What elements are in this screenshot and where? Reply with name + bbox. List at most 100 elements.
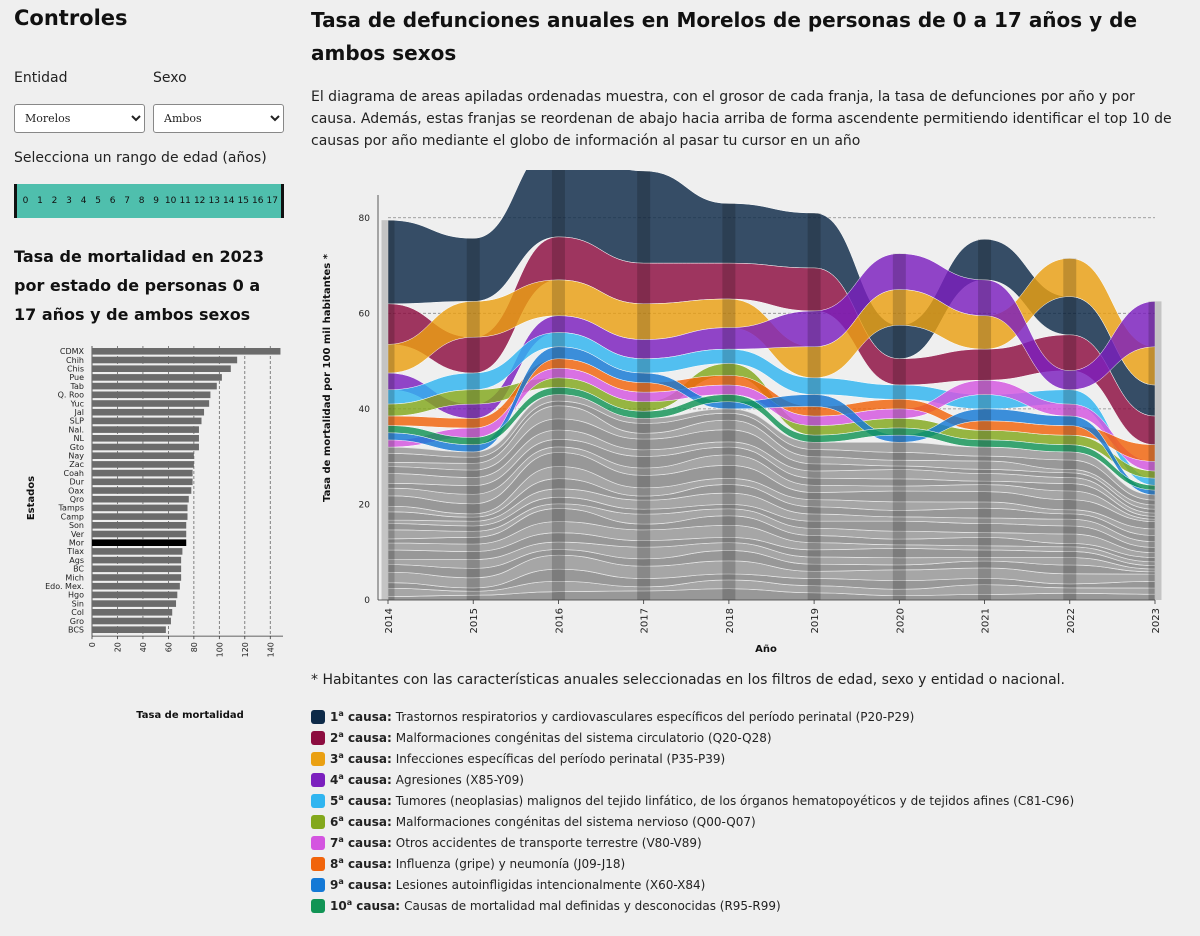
bar-Chis — [92, 365, 231, 372]
bar-category-label: Camp — [61, 512, 84, 521]
bar-Son — [92, 522, 187, 529]
legend-swatch — [311, 898, 325, 913]
legend-rank: 5a causa: — [330, 793, 392, 808]
bar-Tlax — [92, 548, 183, 555]
bar-Gto — [92, 443, 199, 451]
bar-x-tick-label: 60 — [164, 642, 173, 652]
age-tick: 10 — [164, 196, 177, 206]
year-column[interactable] — [466, 238, 480, 601]
entity-select[interactable]: Morelos — [14, 104, 145, 133]
legend-item: 4a causa: Agresiones (X85-Y09) — [311, 769, 1074, 790]
bar-Nal. — [92, 426, 199, 433]
bar-category-label: BCS — [68, 626, 84, 635]
bar-category-label: Hgo — [68, 591, 84, 600]
bar-category-label: Edo. Mex. — [45, 582, 84, 591]
bar-Tab — [92, 382, 217, 390]
bar-Mich — [92, 574, 182, 581]
year-column[interactable] — [978, 239, 992, 600]
stream-x-tick-label: 2017 — [640, 608, 651, 633]
stream-y-tick-label: 0 — [364, 596, 370, 606]
legend-item: 8a causa: Influenza (gripe) y neumonía (J… — [311, 853, 1074, 874]
year-column[interactable] — [551, 170, 565, 600]
year-column[interactable] — [637, 170, 651, 600]
age-tick: 0 — [22, 196, 29, 206]
bar-Nay — [92, 452, 194, 459]
year-column[interactable] — [807, 213, 821, 600]
legend-rank: 2a causa: — [330, 730, 392, 745]
age-range-slider[interactable]: 0 1 2 3 4 5 6 7 8 9 10 11 12 13 14 15 16 17 — [14, 184, 284, 218]
bar-category-label: Ags — [69, 556, 84, 565]
legend-rank-word: causa: — [343, 794, 392, 808]
legend-rank-word: causa: — [343, 836, 392, 850]
legend-swatch — [311, 730, 325, 745]
stacked-area-chart[interactable]: 0 20 40 60 80 2014 2015 2016 2017 2018 2019 2020 202… — [300, 170, 1180, 665]
bar-Zac — [92, 461, 194, 468]
legend-rank-suffix: a — [338, 751, 344, 760]
bar-category-label: Tab — [69, 382, 84, 391]
stream-x-tick-label: 2018 — [725, 608, 736, 633]
bar-category-label: Sin — [72, 599, 84, 608]
legend-rank-word: causa: — [343, 731, 392, 745]
bar-category-label: Coah — [64, 469, 84, 478]
year-column[interactable] — [722, 203, 736, 600]
year-column[interactable] — [1148, 301, 1162, 600]
bar-x-tick-label: 140 — [266, 642, 275, 657]
legend-rank-number: 10 — [330, 899, 347, 913]
bar-Q. Roo — [92, 391, 211, 399]
bar-Sin — [92, 600, 177, 607]
stream-x-tick-label: 2020 — [895, 608, 906, 633]
age-tick: 9 — [153, 196, 159, 206]
stream-y-tick-label: 20 — [359, 500, 371, 510]
legend-swatch — [311, 835, 325, 850]
legend-swatch — [311, 772, 325, 787]
stream-x-tick-label: 2023 — [1151, 608, 1162, 633]
legend-label: Malformaciones congénitas del sistema ne… — [395, 814, 756, 829]
age-tick: 14 — [222, 196, 235, 206]
age-tick: 12 — [193, 196, 206, 206]
bar-category-label: SLP — [70, 417, 85, 426]
sex-select[interactable]: Ambos — [153, 104, 284, 133]
legend-rank-word: causa: — [343, 815, 392, 829]
legend-rank-word: causa: — [352, 899, 401, 913]
bar-Ags — [92, 556, 182, 564]
bar-category-label: Nal. — [68, 425, 84, 434]
year-column[interactable] — [892, 253, 906, 600]
bar-category-label: Mor — [69, 539, 85, 548]
age-tick: 1 — [37, 196, 43, 206]
bar-Camp — [92, 513, 188, 520]
legend-rank-suffix: a — [338, 730, 344, 739]
legend-label: Tumores (neoplasias) malignos del tejido… — [395, 793, 1075, 808]
bar-x-tick-label: 0 — [88, 642, 97, 647]
bar-x-tick-label: 20 — [113, 642, 122, 652]
legend-swatch — [311, 814, 325, 829]
legend-label: Lesiones autoinfligidas intencionalmente… — [395, 877, 706, 892]
legend-swatch — [311, 877, 325, 892]
legend-rank: 6a causa: — [330, 814, 392, 829]
bar-category-label: Gro — [70, 617, 84, 626]
bar-SLP — [92, 417, 202, 425]
year-column[interactable] — [381, 220, 395, 600]
legend-label: Agresiones (X85-Y09) — [395, 772, 524, 787]
page-title: Tasa de defunciones anuales en Morelos d… — [311, 8, 1138, 65]
legend-rank-number: 6 — [330, 815, 339, 829]
bar-Tamps — [92, 504, 188, 512]
year-column[interactable] — [1063, 258, 1077, 600]
legend-rank-word: causa: — [343, 710, 392, 724]
age-tick: 15 — [237, 196, 249, 206]
bar-category-label: Qro — [70, 495, 84, 504]
legend-rank-suffix: a — [338, 835, 344, 844]
bar-category-label: Ver — [71, 530, 85, 539]
stream-y-tick-label: 40 — [359, 405, 371, 415]
bar-y-axis-title: Estados — [26, 476, 37, 520]
bar-Edo. Mex. — [92, 582, 180, 590]
age-tick: 8 — [138, 196, 145, 206]
bar-BCS — [92, 626, 166, 633]
bar-Col — [92, 609, 173, 616]
legend-swatch — [311, 709, 325, 724]
age-tick: 5 — [95, 196, 101, 206]
bar-NL — [92, 435, 199, 442]
bar-category-label: Son — [69, 521, 84, 530]
legend-item: 5a causa: Tumores (neoplasias) malignos d… — [311, 790, 1074, 811]
legend-label: Infecciones específicas del período peri… — [395, 751, 726, 766]
